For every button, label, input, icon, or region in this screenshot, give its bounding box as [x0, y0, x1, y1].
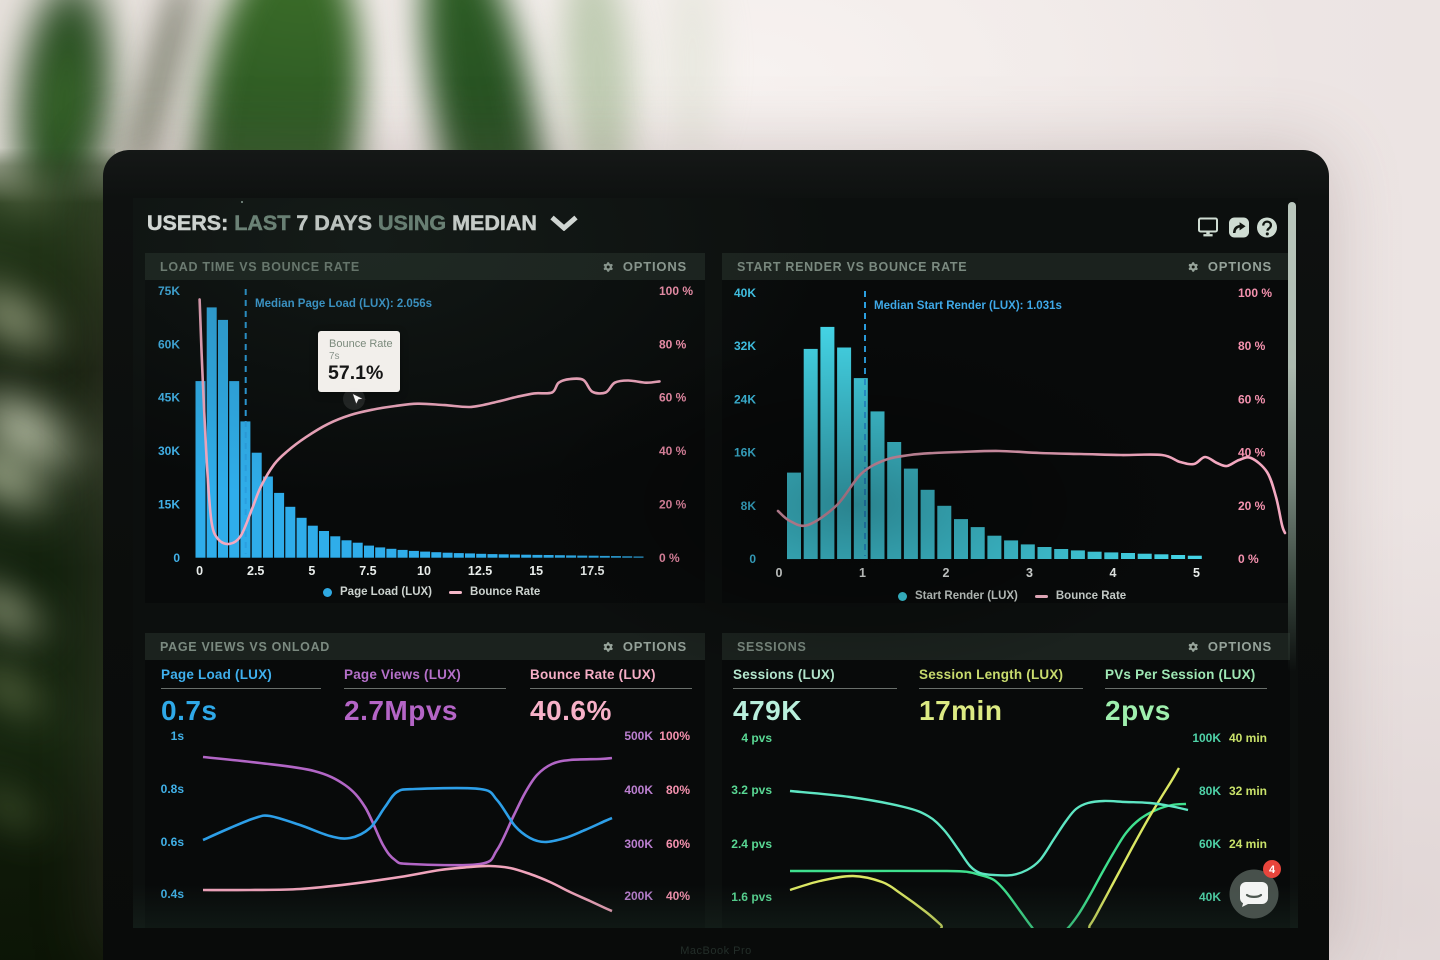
svg-text:5: 5 — [1193, 566, 1200, 580]
svg-text:300K: 300K — [624, 837, 653, 851]
svg-text:40 %: 40 % — [1238, 446, 1266, 460]
svg-text:4 pvs: 4 pvs — [741, 731, 772, 745]
svg-text:Median Start Render (LUX): 1.0: Median Start Render (LUX): 1.031s — [874, 300, 1062, 312]
svg-text:45K: 45K — [158, 391, 180, 405]
svg-text:60K: 60K — [1199, 837, 1221, 851]
svg-text:0.4s: 0.4s — [161, 887, 185, 901]
svg-text:0: 0 — [749, 552, 756, 566]
svg-text:100 %: 100 % — [1238, 286, 1272, 300]
svg-text:4: 4 — [1269, 864, 1276, 876]
svg-text:24K: 24K — [734, 392, 756, 406]
svg-text:80%: 80% — [666, 783, 690, 797]
svg-text:60 %: 60 % — [1238, 392, 1266, 406]
svg-text:40%: 40% — [666, 889, 690, 903]
svg-text:5: 5 — [308, 564, 315, 578]
svg-text:17.5: 17.5 — [580, 564, 604, 578]
svg-text:16K: 16K — [734, 446, 756, 460]
svg-text:15: 15 — [529, 564, 543, 578]
svg-text:1: 1 — [859, 566, 866, 580]
svg-text:20 %: 20 % — [659, 497, 687, 511]
svg-text:40K: 40K — [734, 286, 756, 300]
svg-text:75K: 75K — [158, 284, 180, 298]
svg-text:80K: 80K — [1199, 784, 1221, 798]
svg-text:10: 10 — [417, 564, 431, 578]
svg-text:80 %: 80 % — [1238, 339, 1266, 353]
svg-text:40 %: 40 % — [659, 444, 687, 458]
svg-text:32K: 32K — [734, 339, 756, 353]
svg-text:24 min: 24 min — [1229, 837, 1267, 851]
svg-text:0 %: 0 % — [659, 551, 680, 565]
svg-text:7.5: 7.5 — [359, 564, 376, 578]
svg-text:3: 3 — [1026, 566, 1033, 580]
svg-text:2: 2 — [943, 566, 950, 580]
svg-text:Median Page Load (LUX): 2.056s: Median Page Load (LUX): 2.056s — [255, 298, 432, 310]
svg-text:0: 0 — [196, 564, 203, 578]
svg-text:100K: 100K — [1192, 731, 1221, 745]
svg-text:2.5: 2.5 — [247, 564, 264, 578]
svg-text:12.5: 12.5 — [468, 564, 492, 578]
svg-text:0.8s: 0.8s — [161, 782, 185, 796]
svg-text:1.6 pvs: 1.6 pvs — [731, 890, 772, 904]
svg-text:80 %: 80 % — [659, 337, 687, 351]
svg-text:15K: 15K — [158, 497, 180, 511]
svg-text:60 %: 60 % — [659, 391, 687, 405]
svg-text:3.2 pvs: 3.2 pvs — [731, 783, 772, 797]
svg-text:0: 0 — [173, 551, 180, 565]
svg-text:40 min: 40 min — [1229, 731, 1267, 745]
svg-text:8K: 8K — [741, 499, 757, 513]
svg-text:4: 4 — [1110, 566, 1117, 580]
svg-text:60%: 60% — [666, 837, 690, 851]
svg-text:0.6s: 0.6s — [161, 835, 185, 849]
svg-text:40K: 40K — [1199, 890, 1221, 904]
svg-text:200K: 200K — [624, 889, 653, 903]
svg-text:0 %: 0 % — [1238, 552, 1259, 566]
svg-text:0: 0 — [776, 566, 783, 580]
svg-text:20 %: 20 % — [1238, 499, 1266, 513]
svg-text:500K: 500K — [624, 729, 653, 743]
svg-text:400K: 400K — [624, 783, 653, 797]
svg-text:32 min: 32 min — [1229, 784, 1267, 798]
svg-text:30K: 30K — [158, 444, 180, 458]
svg-text:1s: 1s — [171, 729, 185, 743]
svg-text:100 %: 100 % — [659, 284, 693, 298]
svg-text:2.4 pvs: 2.4 pvs — [731, 837, 772, 851]
svg-text:100%: 100% — [659, 729, 690, 743]
svg-text:60K: 60K — [158, 337, 180, 351]
